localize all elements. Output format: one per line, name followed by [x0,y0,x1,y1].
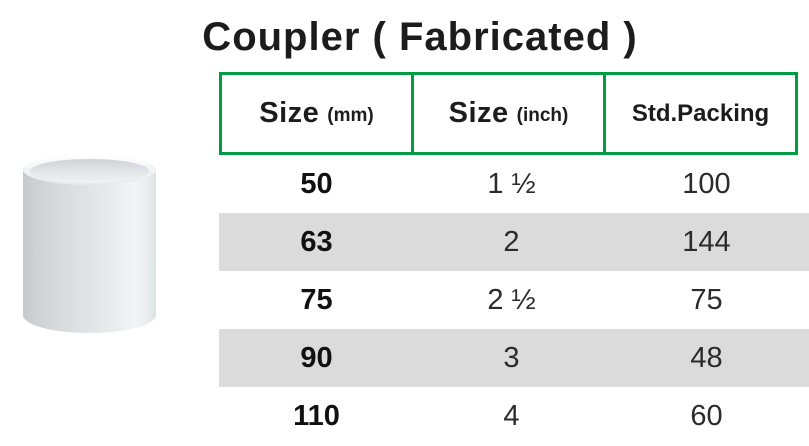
header-cell-size-inch: Size (inch) [411,72,606,155]
header-size-mm-unit: (mm) [327,104,374,126]
coupler-opening [30,159,149,183]
header-size-mm-label: Size [259,97,320,129]
cell-std-packing: 100 [682,167,731,200]
header-cell-size-mm: Size (mm) [219,72,414,155]
cell-std-packing: 48 [690,341,723,374]
cell-size-mm: 63 [300,225,333,258]
coupler-body-shape [23,168,156,333]
cell-size-inch: 4 [503,399,520,432]
cell-size-inch: 3 [503,341,520,374]
table-row: 110 4 60 [219,387,809,445]
cell-size-inch: 2 [503,225,520,258]
table-row: 50 1 ½ 100 [219,155,809,213]
cell-std-packing: 144 [682,225,731,258]
header-std-packing-label: Std.Packing [631,99,770,127]
cell-size-mm: 90 [300,341,333,374]
table-header-row: Size (mm) Size (inch) Std.Packing [219,72,809,155]
table-row: 90 3 48 [219,329,809,387]
coupler-product-image [23,155,156,333]
header-size-inch-label: Size [448,97,509,129]
spec-table: Size (mm) Size (inch) Std.Packing 50 1 ½… [219,72,809,445]
cell-size-inch: 2 ½ [487,283,536,316]
table-row: 63 2 144 [219,213,809,271]
page-title: Coupler ( Fabricated ) [202,15,638,59]
cell-std-packing: 75 [690,283,723,316]
table-row: 75 2 ½ 75 [219,271,809,329]
cell-size-inch: 1 ½ [487,167,536,200]
table-body: 50 1 ½ 100 63 2 144 75 2 ½ 75 90 3 48 11… [219,155,809,445]
header-cell-std-packing: Std.Packing [603,72,798,155]
cell-size-mm: 50 [300,167,333,200]
cell-size-mm: 75 [300,283,333,316]
cell-std-packing: 60 [690,399,723,432]
header-size-inch-unit: (inch) [516,104,569,126]
cell-size-mm: 110 [293,399,340,432]
